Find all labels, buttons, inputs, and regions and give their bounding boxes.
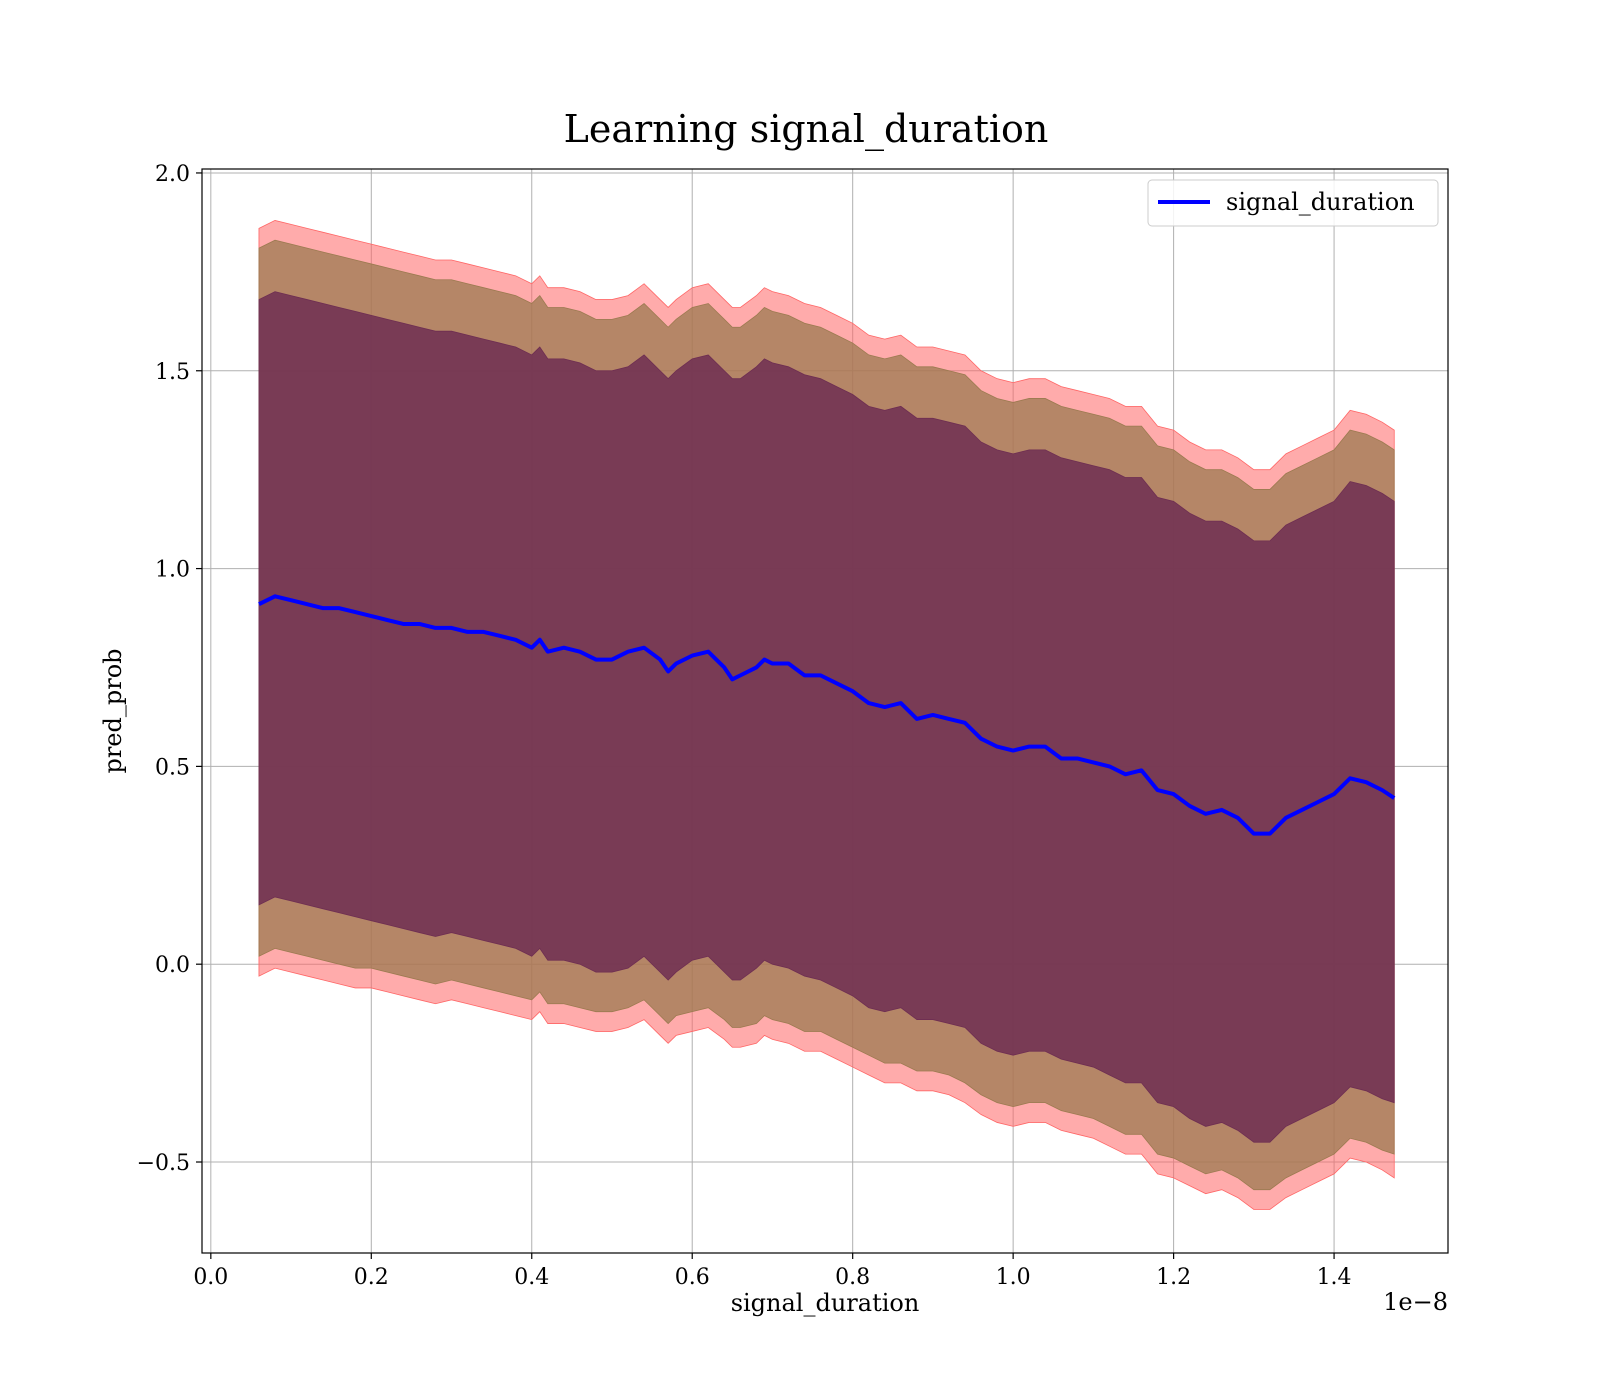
x-tick-label: 1.2	[1156, 1265, 1191, 1290]
x-tick-label: 0.4	[514, 1265, 549, 1290]
band-inner	[258, 291, 1395, 1143]
y-axis-ticks: −0.5 0.0 0.5 1.0 1.5 2.0	[137, 162, 202, 1176]
y-tick-label: 1.5	[155, 360, 190, 385]
x-axis-ticks: 0.0 0.2 0.4 0.6 0.8 1.0 1.2 1.4	[193, 1253, 1352, 1290]
legend-label: signal_duration	[1226, 188, 1415, 216]
x-tick-label: 0.2	[354, 1265, 389, 1290]
y-axis-label: pred_prob	[99, 648, 127, 773]
y-tick-label: −0.5	[137, 1151, 190, 1176]
legend-box	[1147, 179, 1439, 227]
x-tick-label: 1.4	[1317, 1265, 1352, 1290]
x-tick-label: 0.8	[835, 1265, 870, 1290]
confidence-bands	[258, 220, 1395, 1210]
y-tick-label: 0.0	[155, 953, 190, 978]
plot-frame	[201, 168, 1449, 1254]
series-line-signal_duration	[258, 594, 1396, 836]
x-tick-label: 0.6	[675, 1265, 710, 1290]
chart-title: Learning signal_duration	[564, 107, 1049, 152]
legend: signal_duration	[1147, 179, 1439, 227]
x-tick-label: 1.0	[996, 1265, 1031, 1290]
y-tick-label: 2.0	[155, 162, 190, 187]
y-tick-label: 1.0	[155, 558, 190, 583]
x-axis-offset-label: 1e−8	[1383, 1288, 1448, 1316]
x-axis-label: signal_duration	[731, 1289, 920, 1317]
series-lines	[258, 594, 1396, 836]
y-tick-label: 0.5	[155, 755, 190, 780]
x-tick-label: 0.0	[193, 1265, 228, 1290]
